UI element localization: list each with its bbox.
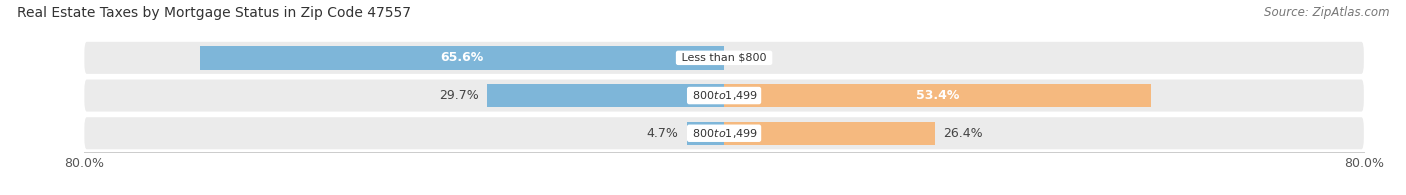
FancyBboxPatch shape xyxy=(84,80,1364,112)
Text: $800 to $1,499: $800 to $1,499 xyxy=(689,127,759,140)
Text: 26.4%: 26.4% xyxy=(943,127,983,140)
Text: 65.6%: 65.6% xyxy=(440,51,484,64)
Text: Real Estate Taxes by Mortgage Status in Zip Code 47557: Real Estate Taxes by Mortgage Status in … xyxy=(17,6,411,20)
Text: 29.7%: 29.7% xyxy=(439,89,478,102)
Text: Source: ZipAtlas.com: Source: ZipAtlas.com xyxy=(1264,6,1389,19)
Bar xyxy=(486,84,724,107)
Bar xyxy=(724,121,935,145)
Bar xyxy=(686,121,724,145)
Text: 4.7%: 4.7% xyxy=(647,127,679,140)
Bar xyxy=(724,84,1152,107)
FancyBboxPatch shape xyxy=(84,117,1364,149)
Text: $800 to $1,499: $800 to $1,499 xyxy=(689,89,759,102)
Text: Less than $800: Less than $800 xyxy=(678,53,770,63)
Bar xyxy=(200,46,724,70)
FancyBboxPatch shape xyxy=(84,42,1364,74)
Text: 53.4%: 53.4% xyxy=(915,89,959,102)
Text: 0.0%: 0.0% xyxy=(733,51,763,64)
